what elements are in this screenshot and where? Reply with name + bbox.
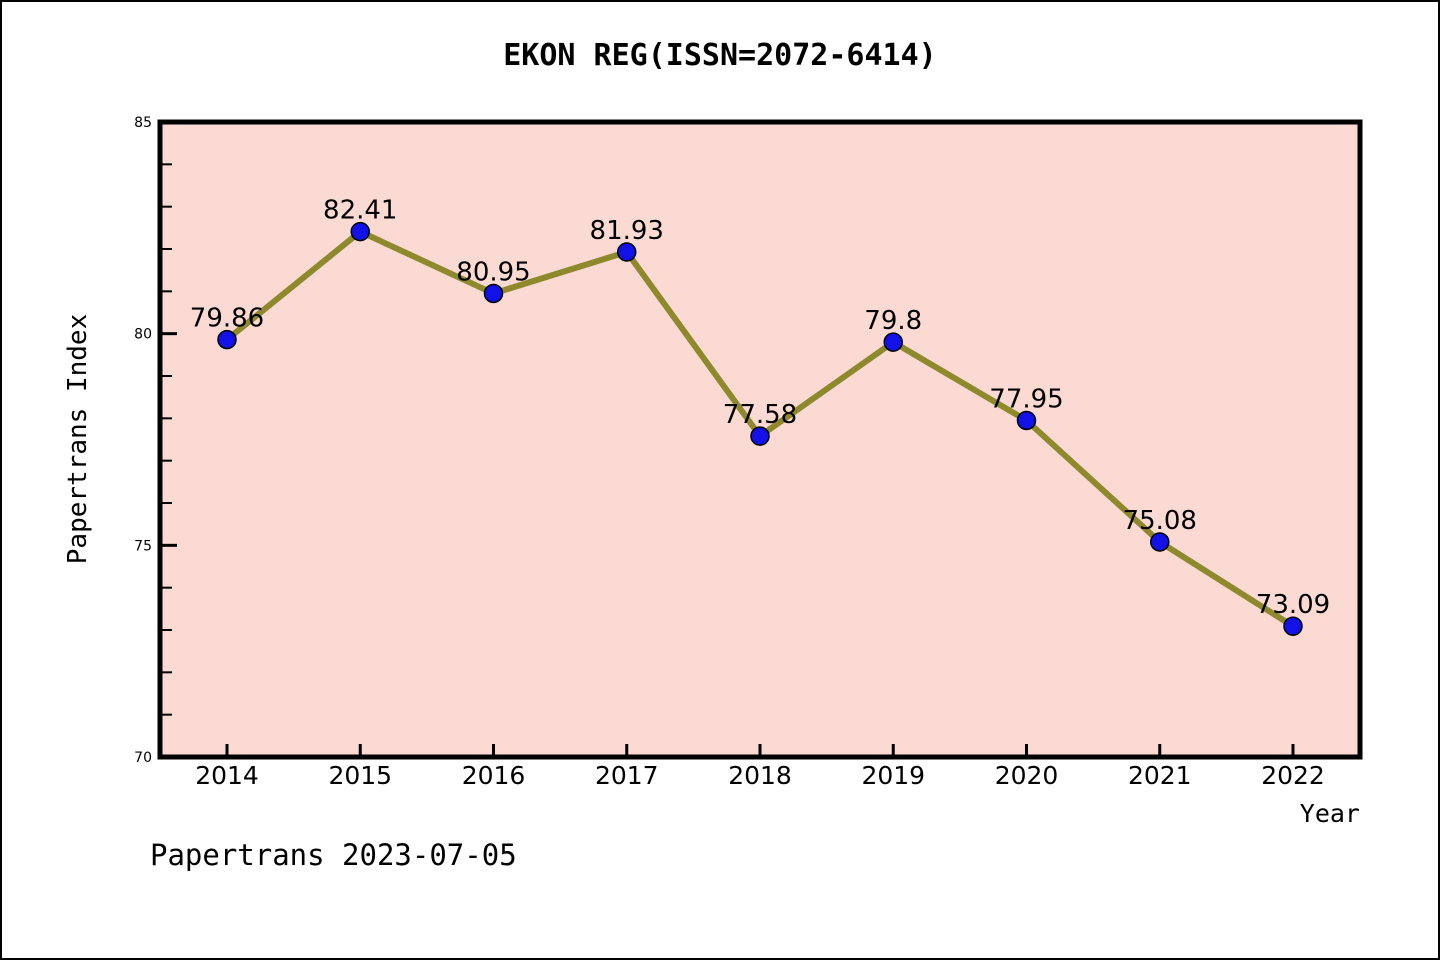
y-tick-label: 80: [134, 327, 152, 343]
y-tick-label: 85: [134, 115, 152, 131]
data-point-label: 81.93: [590, 216, 664, 246]
x-tick-label: 2022: [1261, 761, 1325, 790]
data-point-label: 80.95: [456, 257, 530, 287]
data-point-label: 77.58: [723, 400, 797, 430]
data-point: [1016, 410, 1037, 431]
data-point: [750, 426, 770, 446]
y-tick-label: 70: [134, 750, 152, 766]
data-point-label: 73.09: [1256, 590, 1330, 620]
data-point-label: 77.95: [989, 384, 1063, 414]
x-tick-label: 2018: [728, 761, 792, 790]
data-point: [883, 332, 903, 352]
data-point-label: 79.8: [864, 306, 922, 336]
data-point: [483, 283, 504, 304]
data-point: [1150, 532, 1170, 552]
data-point-label: 79.86: [190, 304, 264, 334]
x-tick-label: 2015: [328, 761, 392, 790]
data-point: [617, 242, 637, 262]
x-tick-label: 2019: [861, 761, 925, 790]
watermark-text: Papertrans 2023-07-05: [150, 838, 517, 872]
data-point: [350, 221, 370, 242]
y-tick-label: 75: [134, 538, 152, 554]
data-point-label: 82.41: [323, 196, 397, 226]
x-axis-title: Year: [1299, 799, 1360, 828]
x-tick-label: 2016: [462, 761, 526, 790]
chart-title: EKON REG(ISSN=2072-6414): [503, 38, 937, 73]
x-tick-label: 2020: [995, 761, 1059, 790]
x-tick-label: 2021: [1128, 761, 1192, 790]
data-point: [217, 329, 237, 350]
x-tick-label: 2014: [195, 761, 259, 790]
x-tick-label: 2017: [595, 761, 659, 790]
data-point: [1283, 616, 1303, 636]
data-point-label: 75.08: [1123, 506, 1197, 536]
